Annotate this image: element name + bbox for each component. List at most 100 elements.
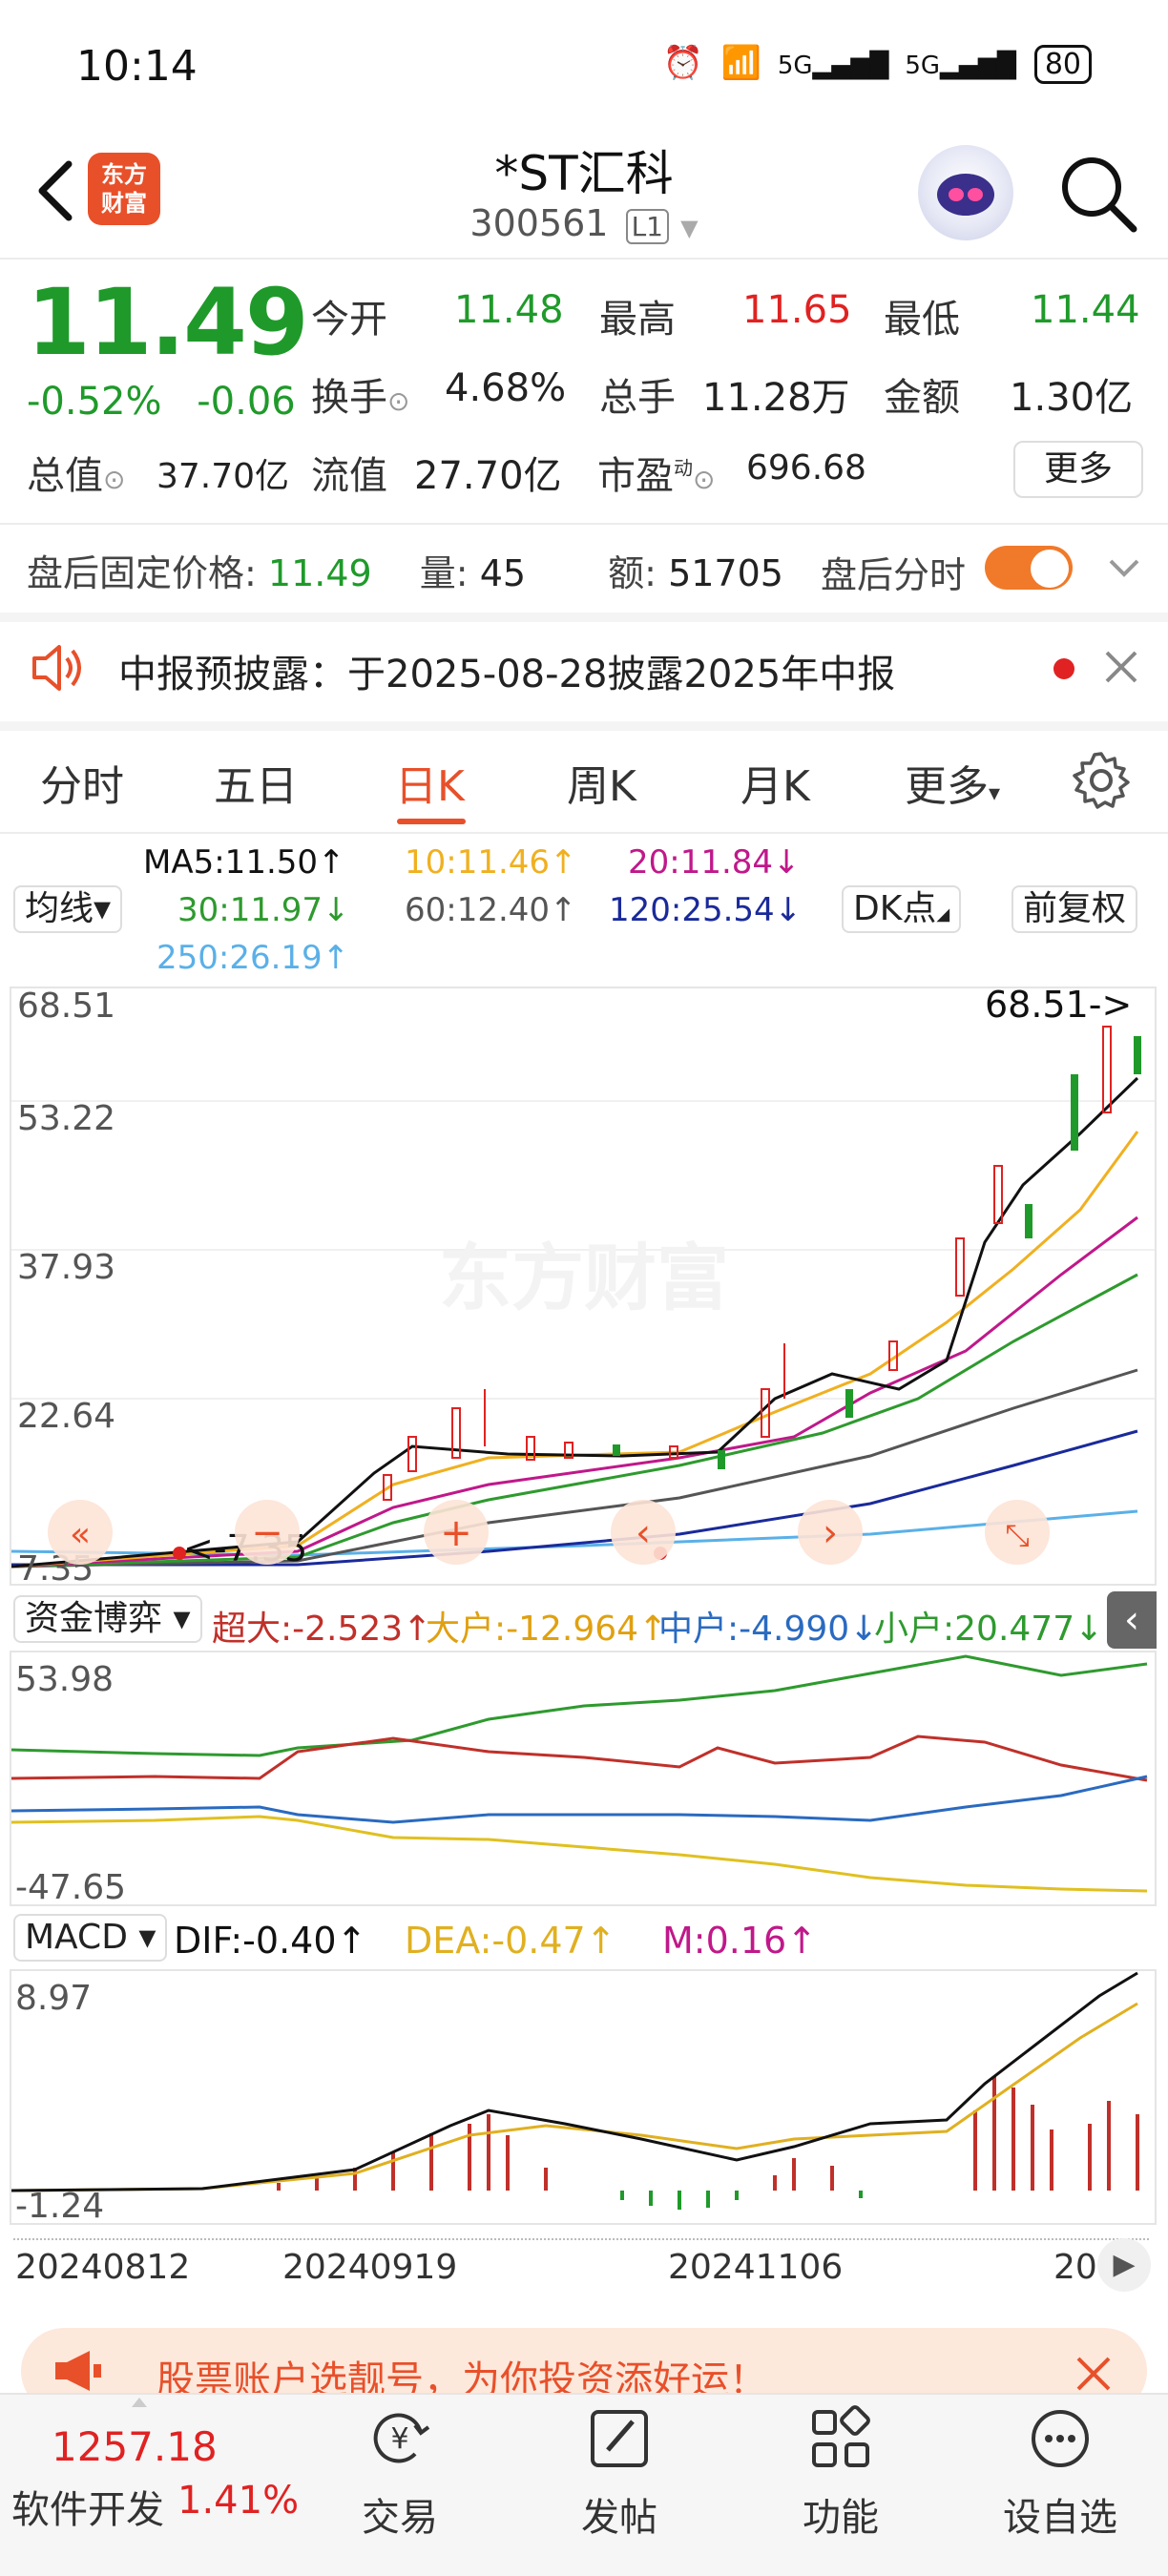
alarm-icon: ⏰	[662, 44, 703, 82]
search-icon[interactable]	[1055, 151, 1139, 235]
super-large-flow: 超大:-2.523↑	[212, 1610, 432, 1649]
fund-y-top: 53.98	[15, 1660, 114, 1699]
status-icons: ⏰ 📶 5G▂▄▆█ 5G▂▄▆█ 80	[663, 44, 1092, 84]
y-label-4: 22.64	[17, 1397, 115, 1436]
ma10-value: 10:11.46↑	[405, 843, 577, 882]
close-icon[interactable]	[1073, 2353, 1115, 2395]
fund-flow-chart[interactable]: 53.98 -47.65	[10, 1651, 1157, 1907]
ma30-line	[10, 1273, 1138, 1568]
scroll-left-button[interactable]: ‹	[611, 1500, 676, 1565]
ma120-value: 120:25.54↓	[609, 891, 803, 929]
nav-trade-label: 交易	[362, 2496, 438, 2540]
date-label-2: 20240919	[282, 2248, 458, 2287]
info-icon[interactable]: ⊙	[387, 385, 410, 417]
index-name[interactable]: 软件开发	[11, 2488, 164, 2532]
tick-row	[13, 2238, 1149, 2246]
tab-daily-k[interactable]: 日K	[395, 762, 465, 811]
adjust-button[interactable]: 前复权	[1012, 885, 1138, 933]
ma20-line	[10, 1215, 1138, 1568]
zoom-out-button[interactable]: −	[235, 1500, 300, 1565]
nav-functions-label: 功能	[803, 2496, 879, 2540]
macd-m: M:0.16↑	[662, 1920, 818, 1962]
dk-point-button[interactable]: DK点◢	[842, 885, 962, 933]
section-gap	[0, 721, 1168, 731]
back-icon[interactable]	[27, 153, 84, 229]
macd-selector[interactable]: MACD ▾	[13, 1914, 168, 1962]
more-button[interactable]: 更多	[1013, 441, 1143, 498]
collapse-panel-icon[interactable]: ‹	[1107, 1591, 1157, 1649]
tab-intraday[interactable]: 分时	[40, 762, 124, 811]
ma-selector[interactable]: 均线▾	[13, 885, 123, 933]
pe-value: 696.68	[746, 448, 866, 488]
small-flow: 小户:20.477↓	[874, 1610, 1104, 1649]
assistant-robot-icon[interactable]	[918, 145, 1013, 240]
chevron-down-icon: ▼	[680, 215, 699, 241]
pe-label: 市盈动⊙	[597, 445, 715, 500]
info-icon[interactable]: ⊙	[693, 464, 716, 495]
logo-text-2: 财富	[101, 190, 147, 217]
tab-more[interactable]: 更多▾	[905, 752, 1000, 813]
chevron-down-icon[interactable]	[1105, 553, 1143, 582]
unread-dot	[1053, 658, 1074, 679]
stock-code[interactable]: 300561 L1 ▼	[0, 202, 1168, 244]
bottom-nav	[0, 2393, 1168, 2576]
tab-five-day[interactable]: 五日	[214, 762, 298, 811]
nav-trade[interactable]: ¥ 交易	[328, 2404, 471, 2542]
svg-text:⤡: ⤡	[1005, 1517, 1030, 1553]
divider	[0, 523, 1168, 525]
small-flow-line	[10, 1654, 1148, 1757]
tab-more-label: 更多	[905, 762, 989, 811]
fullscreen-button[interactable]: ⤡	[985, 1500, 1050, 1565]
turnover-value: 4.68%	[445, 366, 567, 410]
scroll-right-button[interactable]: ›	[798, 1500, 863, 1565]
corner-icon: ◢	[936, 904, 950, 924]
level-badge: L1	[625, 209, 669, 244]
tab-weekly-k[interactable]: 周K	[567, 762, 636, 811]
current-price: 11.49	[27, 269, 309, 376]
zoom-in-button[interactable]: +	[424, 1500, 489, 1565]
macd-y-bottom: -1.24	[15, 2187, 104, 2223]
nav-post[interactable]: 发帖	[548, 2404, 691, 2542]
index-percent: 1.41%	[177, 2479, 300, 2523]
fund-y-bottom: -47.65	[15, 1868, 126, 1904]
fund-flow-svg: 53.98 -47.65	[10, 1654, 1148, 1907]
macd-svg: 8.97 -1.24	[10, 1971, 1139, 2226]
info-icon[interactable]: ⊙	[103, 464, 126, 495]
caret-down-icon: ▾	[989, 779, 1001, 806]
nav-functions[interactable]: 功能	[769, 2404, 912, 2542]
date-label-3: 20241106	[668, 2248, 844, 2287]
megaphone-icon	[55, 2351, 101, 2391]
play-right-icon[interactable]: ▶	[1097, 2238, 1151, 2292]
macd-histogram-negative	[620, 2191, 863, 2210]
macd-dea: DEA:-0.47↑	[405, 1920, 616, 1962]
toggle-knob	[1031, 550, 1069, 588]
macd-chart[interactable]: 8.97 -1.24	[10, 1969, 1157, 2226]
after-hours-vol: 45	[479, 552, 527, 594]
dk-label: DK点	[853, 889, 937, 928]
mcap-label: 总值⊙	[27, 445, 125, 500]
stock-code-value: 300561	[469, 202, 609, 244]
tab-monthly-k[interactable]: 月K	[740, 762, 810, 811]
kline-chart[interactable]: 东方财富 68.	[10, 984, 1157, 1589]
trade-icon: ¥	[373, 2413, 430, 2463]
index-value[interactable]: 1257.18	[52, 2423, 218, 2470]
nav-add-watchlist[interactable]: 设自选	[989, 2404, 1132, 2542]
after-hours-amt: 51705	[668, 552, 783, 594]
high-value: 11.65	[742, 288, 852, 332]
dea-line	[10, 2002, 1138, 2192]
after-hours-row: 盘后固定价格: 11.49 量: 45 额: 51705	[27, 544, 783, 596]
ma5-line	[10, 1076, 1139, 1568]
gear-icon[interactable]	[1071, 750, 1132, 811]
announcement-bar[interactable]	[0, 622, 1168, 717]
large-flow-line	[10, 1815, 1148, 1893]
mcap-value: 37.70亿	[156, 457, 290, 496]
price-change: -0.52% -0.06	[27, 380, 296, 424]
ma60-value: 60:12.40↑	[405, 891, 577, 929]
mid-flow-line	[10, 1775, 1148, 1824]
more-dots-icon	[1032, 2410, 1089, 2467]
macd-dif: DIF:-0.40↑	[174, 1920, 367, 1962]
close-icon[interactable]	[1099, 645, 1143, 689]
scroll-left-fast-button[interactable]: «	[48, 1500, 113, 1565]
fund-selector[interactable]: 资金博弈 ▾	[13, 1595, 202, 1643]
ma120-line	[11, 1429, 1138, 1567]
